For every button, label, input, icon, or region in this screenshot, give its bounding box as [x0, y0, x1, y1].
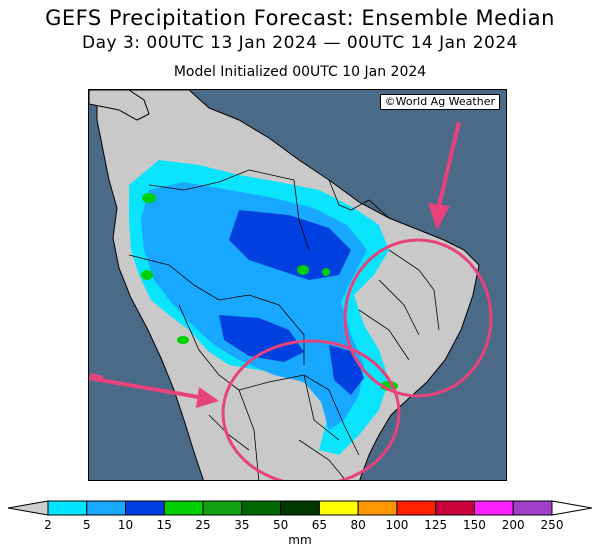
colorbar-swatch [318, 500, 359, 516]
colorbar-tick-label: 100 [385, 518, 408, 532]
colorbar-swatch [512, 500, 553, 516]
colorbar-tick-label: 125 [424, 518, 447, 532]
colorbar-swatch [202, 500, 243, 516]
model-init-time: Model Initialized 00UTC 10 Jan 2024 [173, 64, 427, 80]
colorbar-ticks: 2 5 10 15 25 35 50 65 80 100 125 150 200 250 [44, 518, 563, 532]
colorbar: 2 5 10 15 25 35 50 65 80 100 125 150 200 250 mm [7, 500, 593, 547]
credit-label: ©World Ag Weather [379, 94, 500, 110]
central-america-land [89, 90, 150, 121]
colorbar-tick-label: 15 [157, 518, 172, 532]
colorbar-swatch [163, 500, 204, 516]
colorbar-tick-label: 50 [273, 518, 288, 532]
map-canvas [89, 90, 506, 480]
colorbar-tick-label: 150 [463, 518, 486, 532]
annotation-arrow-west-tail [89, 373, 104, 380]
precipitation-map: ©World Ag Weather [88, 89, 507, 481]
colorbar-tick-label: 250 [541, 518, 564, 532]
map-title: GEFS Precipitation Forecast: Ensemble Me… [45, 6, 555, 30]
colorbar-swatch [473, 500, 514, 516]
colorbar-tick-label: 80 [351, 518, 366, 532]
country-borders [128, 169, 440, 480]
precip-green-spot [322, 268, 330, 276]
colorbar-tick-label: 65 [312, 518, 327, 532]
colorbar-swatch [357, 500, 398, 516]
colorbar-swatch [396, 500, 437, 516]
colorbar-swatch [435, 500, 475, 516]
precip-green-spot [142, 193, 156, 203]
precip-deep-blue-2 [219, 315, 304, 362]
colorbar-tick-label: 2 [44, 518, 52, 532]
colorbar-swatch [125, 500, 165, 516]
precip-green-spot [297, 265, 309, 275]
colorbar-swatches [7, 500, 593, 516]
colorbar-tick-label: 5 [83, 518, 91, 532]
precip-green-spot [177, 336, 189, 344]
colorbar-swatch [241, 500, 282, 516]
forecast-period: Day 3: 00UTC 13 Jan 2024 — 00UTC 14 Jan … [81, 33, 519, 53]
precip-green-spot [141, 270, 153, 280]
colorbar-tick-label: 10 [118, 518, 133, 532]
colorbar-under-arrow [7, 500, 49, 516]
colorbar-units: mm [288, 533, 311, 547]
colorbar-tick-label: 35 [234, 518, 249, 532]
annotation-arrow-northeast [428, 121, 461, 230]
highlight-circle-northeast-brazil [343, 238, 493, 398]
colorbar-over-arrow [551, 500, 593, 516]
colorbar-swatch [280, 500, 320, 516]
annotation-circles [221, 238, 493, 480]
colorbar-tick-label: 25 [195, 518, 210, 532]
highlight-circle-argentina-paraguay [221, 339, 401, 480]
annotation-arrow-west-part [89, 376, 219, 408]
colorbar-swatch [86, 500, 127, 516]
precip-deep-blue [229, 210, 351, 280]
colorbar-swatch [47, 500, 88, 516]
colorbar-tick-label: 200 [502, 518, 525, 532]
